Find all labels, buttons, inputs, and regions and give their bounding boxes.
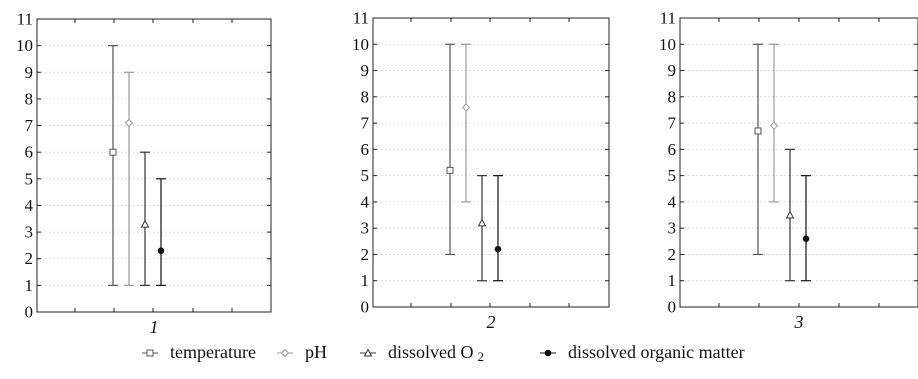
mean-marker [461, 103, 471, 112]
y-tick-label: 3 [361, 219, 370, 238]
legend-subscript: 2 [478, 349, 485, 364]
y-tick-label: 0 [668, 298, 677, 317]
error-bar-dom [493, 175, 503, 282]
legend-item-ph: pH [277, 342, 327, 362]
y-tick-label: 1 [25, 276, 34, 295]
y-tick-label: 11 [660, 9, 676, 28]
panels: 0123456789101110123456789101120123456789… [16, 9, 918, 337]
mean-marker [477, 218, 487, 227]
legend-marker [146, 349, 154, 357]
y-tick-label: 5 [25, 169, 34, 188]
y-tick-label: 7 [361, 114, 370, 133]
chart-panel-3: 0 1 2 3 4 5 6 7 8 9 10 11 3 [659, 9, 918, 332]
plot-frame [372, 17, 610, 308]
error-bar-o2 [140, 151, 150, 286]
y-tick-label: 0 [25, 303, 34, 322]
mean-marker [754, 127, 762, 135]
y-tick-label: 3 [668, 219, 677, 238]
y-tick-label: 4 [668, 192, 677, 211]
legend: temperature pH dissolved O 2 dissolved organ… [142, 342, 745, 364]
error-bar-o2 [477, 175, 487, 282]
error-bar-ph [769, 43, 779, 203]
y-tick-label: 4 [361, 192, 370, 211]
y-tick-label: 2 [668, 245, 677, 264]
mean-marker [446, 166, 454, 174]
y-tick-label: 10 [659, 35, 676, 54]
y-tick-label: 9 [668, 61, 677, 80]
mean-marker [157, 247, 165, 255]
mean-marker [494, 245, 502, 253]
y-tick-label: 5 [668, 166, 677, 185]
y-tick-label: 7 [668, 114, 677, 133]
error-bar-temperature [108, 45, 118, 286]
error-bar-ph [461, 43, 471, 203]
mean-marker [769, 121, 779, 130]
y-tick-label: 5 [361, 166, 370, 185]
y-tick-label: 2 [361, 245, 370, 264]
error-bar-dom [801, 175, 811, 282]
y-tick-label: 1 [361, 271, 370, 290]
y-tick-label: 3 [25, 223, 34, 242]
error-bar-temperature [445, 43, 455, 256]
y-tick-label: 2 [25, 249, 34, 268]
mean-marker [802, 235, 810, 242]
y-tick-label: 8 [361, 87, 370, 106]
y-tick-label: 11 [353, 9, 369, 28]
y-tick-label: 11 [17, 10, 33, 29]
mean-marker [785, 210, 795, 219]
legend-item-dom: dissolved organic matter [540, 342, 745, 362]
legend-item-temperature: temperature [142, 342, 256, 362]
y-tick-label: 7 [25, 116, 34, 135]
legend-label: pH [305, 342, 327, 362]
legend-marker [544, 349, 552, 357]
mean-marker [109, 148, 117, 156]
panel-label: 1 [150, 317, 159, 337]
mean-marker [124, 118, 134, 128]
error-bar-temperature [753, 43, 763, 256]
y-tick-label: 0 [361, 298, 370, 317]
y-tick-label: 9 [361, 61, 370, 80]
legend-marker [280, 348, 290, 358]
plot-frame [679, 17, 918, 308]
y-tick-label: 4 [25, 196, 34, 215]
y-tick-label: 10 [352, 35, 369, 54]
y-tick-label: 8 [25, 89, 34, 108]
y-tick-label: 10 [16, 36, 33, 55]
legend-marker [363, 348, 373, 357]
panel-label: 2 [487, 312, 496, 332]
mean-marker [140, 219, 150, 228]
error-bar-dom [156, 178, 166, 286]
plot-frame [36, 18, 272, 313]
legend-label: dissolved organic matter [568, 342, 745, 362]
legend-label: temperature [170, 342, 256, 362]
y-tick-label: 6 [25, 143, 34, 162]
error-bar-ph [124, 71, 134, 286]
y-tick-label: 8 [668, 87, 677, 106]
y-tick-label: 9 [25, 63, 34, 82]
chart-panel-2: 0 1 2 3 4 5 6 7 8 9 10 11 2 [352, 9, 610, 332]
error-bar-o2 [785, 148, 795, 282]
panel-label: 3 [794, 312, 804, 332]
y-tick-label: 1 [668, 271, 677, 290]
y-tick-label: 6 [668, 140, 677, 159]
y-tick-label: 6 [361, 140, 370, 159]
